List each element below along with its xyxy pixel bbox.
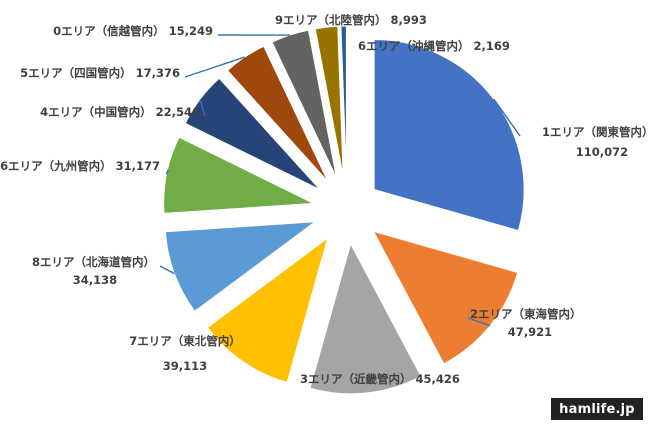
pie-slice-10: [314, 25, 344, 177]
pie-slice-11: [340, 25, 347, 177]
slice-label-8: 5エリア（四国管内） 17,376: [20, 66, 180, 80]
slice-label-5: 8エリア（北海道管内）: [32, 255, 155, 269]
watermark-logo: hamlife.jp: [551, 398, 643, 420]
slice-value-5: 34,138: [73, 273, 117, 287]
slice-label-9: 0エリア（信越管内） 15,249: [53, 24, 213, 38]
leader-line-1: [493, 98, 521, 137]
leader-line-8: [184, 56, 245, 78]
slice-value-2: 47,921: [508, 325, 552, 339]
leader-line-5: [159, 265, 175, 275]
slice-value-1: 110,072: [576, 145, 628, 159]
slice-value-4: 39,113: [163, 359, 207, 373]
slice-label-7: 4エリア（中国管内） 22,546: [40, 105, 200, 119]
pie-slice-1: [373, 39, 525, 232]
slice-label-10: 9エリア（北陸管内） 8,993: [275, 13, 427, 27]
leader-line-2: [467, 317, 491, 327]
pie-slice-8: [226, 45, 329, 183]
leader-line-6: [165, 169, 169, 175]
leader-line-7: [199, 99, 206, 117]
pie-slice-5: [164, 221, 317, 313]
slice-label-2: 2エリア（東海管内）: [470, 307, 582, 321]
pie-slice-4: [206, 236, 329, 384]
slice-label-6: 6エリア（九州管内） 31,177: [0, 159, 160, 173]
pie-slice-7: [184, 77, 321, 190]
slice-label-11: 6エリア（沖縄管内） 2,169: [358, 39, 510, 53]
slice-label-4: 7エリア（東北管内）: [129, 334, 241, 348]
slice-label-1: 1エリア（関東管内）: [542, 125, 653, 139]
slice-label-3: 3エリア（近畿管内） 45,426: [300, 372, 460, 386]
pie-slice-6: [163, 136, 316, 214]
pie-slice-3: [309, 242, 422, 395]
